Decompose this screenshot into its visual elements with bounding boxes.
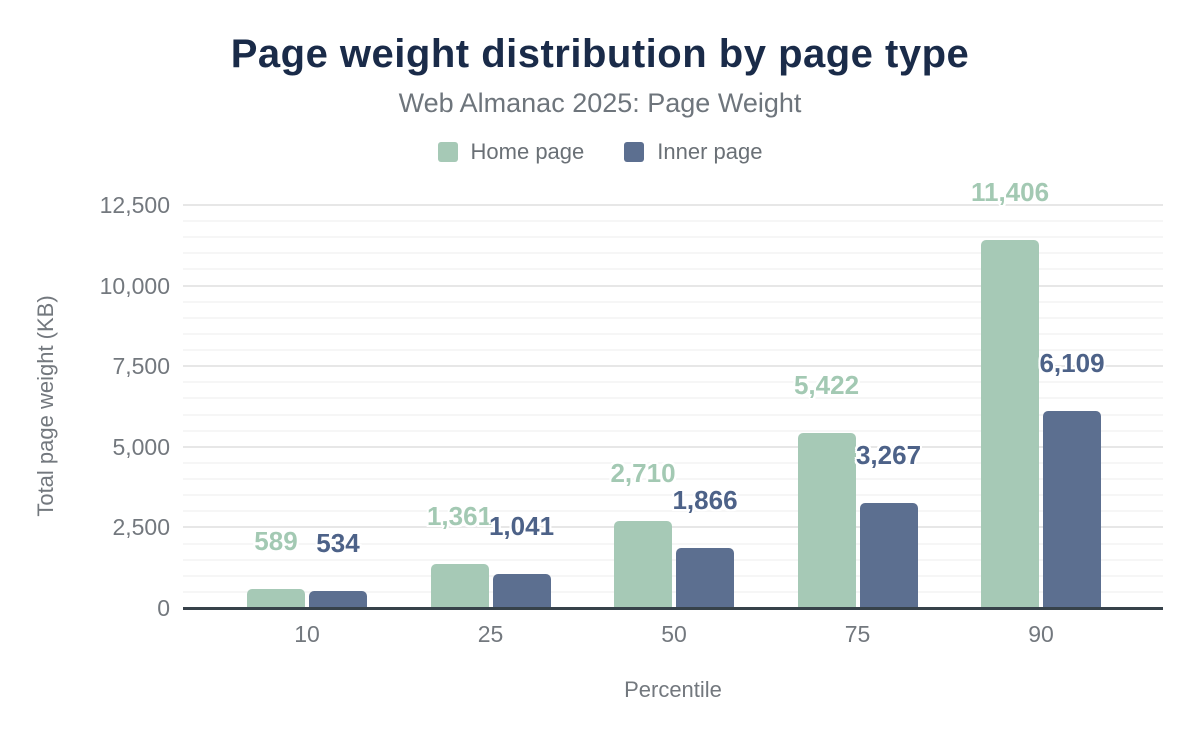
bar-inner-page-p25 xyxy=(492,574,551,608)
bar-label-home-page-p75: 5,422 xyxy=(793,370,860,401)
legend-swatch-inner-page-icon xyxy=(624,142,645,162)
chart-title: Page weight distribution by page type xyxy=(230,32,970,76)
minor-gridline xyxy=(183,397,1163,400)
minor-gridline xyxy=(183,429,1163,432)
minor-gridline xyxy=(183,316,1163,319)
bar-home-page-p25 xyxy=(430,564,489,608)
minor-gridline xyxy=(183,381,1163,384)
minor-gridline xyxy=(183,510,1163,513)
bar-label-home-page-p10: 589 xyxy=(254,526,298,556)
major-gridline xyxy=(183,284,1163,287)
major-gridline xyxy=(183,445,1163,448)
legend: Home page Inner page xyxy=(0,140,1200,164)
minor-gridline xyxy=(183,236,1163,239)
bar-inner-page-p50 xyxy=(676,547,734,608)
x-axis-title: Percentile xyxy=(624,677,722,702)
x-axis-line xyxy=(183,607,1163,610)
chart-subtitle: Web Almanac 2025: Page Weight xyxy=(398,88,802,118)
minor-gridline xyxy=(183,494,1163,497)
minor-gridline xyxy=(183,590,1163,593)
major-gridline xyxy=(183,204,1163,206)
bar-home-page-p50 xyxy=(614,520,672,608)
y-tick-label: 7,500 xyxy=(112,353,170,380)
bar-label-inner-page-p10: 534 xyxy=(316,527,360,558)
bar-inner-page-p90 xyxy=(1043,411,1101,608)
legend-item-home-page[interactable]: Home page xyxy=(437,139,585,164)
bar-label-home-page-p90: 11,406 xyxy=(970,177,1050,208)
y-tick-label: 10,000 xyxy=(99,272,170,299)
bar-home-page-p90 xyxy=(981,240,1039,608)
x-tick-label: 50 xyxy=(661,621,687,647)
legend-label-inner-page: Inner page xyxy=(657,139,763,164)
minor-gridline xyxy=(183,558,1163,561)
minor-gridline xyxy=(183,300,1163,303)
y-tick-label: 12,500 xyxy=(99,192,170,218)
major-gridline xyxy=(183,365,1163,368)
bar-home-page-p75 xyxy=(797,433,856,608)
bar-label-home-page-p25: 1,361 xyxy=(426,501,493,532)
minor-gridline xyxy=(183,252,1163,255)
y-tick-label: 2,500 xyxy=(112,514,170,541)
minor-gridline xyxy=(183,542,1163,545)
legend-label-home-page: Home page xyxy=(470,139,585,164)
minor-gridline xyxy=(183,220,1163,223)
legend-swatch-home-page-icon xyxy=(437,142,458,162)
minor-gridline xyxy=(183,461,1163,464)
minor-gridline xyxy=(183,413,1163,416)
bar-label-home-page-p50: 2,710 xyxy=(610,457,676,488)
y-tick-label: 5,000 xyxy=(112,433,170,460)
x-tick-label: 75 xyxy=(844,621,871,647)
bar-home-page-p10 xyxy=(247,589,305,608)
minor-gridline xyxy=(183,268,1163,271)
bar-inner-page-p75 xyxy=(859,502,918,608)
legend-item-inner-page[interactable]: Inner page xyxy=(624,140,762,164)
bar-label-inner-page-p50: 1,866 xyxy=(672,484,738,515)
minor-gridline xyxy=(183,349,1163,352)
minor-gridline xyxy=(183,574,1163,577)
x-tick-label: 90 xyxy=(1028,621,1054,647)
bar-label-inner-page-p25: 1,041 xyxy=(488,511,555,542)
major-gridline xyxy=(183,526,1163,529)
x-tick-label: 25 xyxy=(477,621,504,647)
x-tick-label: 10 xyxy=(294,621,320,647)
minor-gridline xyxy=(183,332,1163,335)
y-tick-label: 0 xyxy=(157,595,170,621)
bar-label-inner-page-p75: 3,267 xyxy=(855,439,922,470)
minor-gridline xyxy=(183,478,1163,481)
bar-label-inner-page-p90: 6,109 xyxy=(1039,348,1105,379)
bar-inner-page-p10 xyxy=(309,590,367,608)
